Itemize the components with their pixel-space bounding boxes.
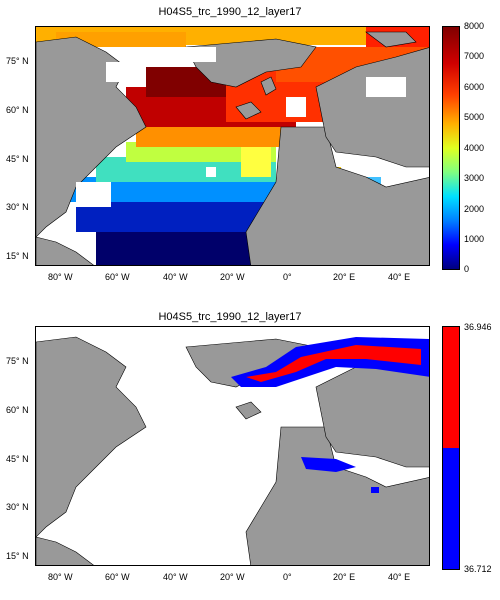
- panel1-colorbar-tick: 2000: [464, 204, 485, 214]
- panel2-lon-label: 40° W: [163, 572, 188, 582]
- panel2-lon-label: 80° W: [48, 572, 73, 582]
- panel2-lon-label: 40° E: [388, 572, 411, 582]
- panel1-lon-label: 40° W: [163, 272, 188, 282]
- panel2-title: H04S5_trc_1990_12_layer17: [158, 311, 302, 323]
- panel2-lon-label: 20° W: [220, 572, 245, 582]
- panel2-colorbar-tick: 36.946: [464, 322, 492, 332]
- panel1-lon-label: 20° E: [333, 272, 356, 282]
- panel1-lon-label: 40° E: [388, 272, 411, 282]
- panel1-colorbar-tick: 1000: [464, 234, 485, 244]
- panel2-lat-label: 45° N: [6, 454, 29, 464]
- salinity-field: [231, 337, 429, 493]
- panel1-colorbar-tick: 8000: [464, 21, 485, 31]
- panel1-title: H04S5_trc_1990_12_layer17: [158, 6, 302, 18]
- panel1-lat-label: 15° N: [6, 251, 29, 261]
- panel1-colorbar: [442, 26, 460, 270]
- panel2-lon-label: 0°: [283, 572, 292, 582]
- panel2-map: [35, 326, 430, 566]
- panel1-lon-label: 20° W: [220, 272, 245, 282]
- panel1-colorbar-tick: 4000: [464, 143, 485, 153]
- panel2-lat-label: 15° N: [6, 551, 29, 561]
- panel2-lon-label: 60° W: [105, 572, 130, 582]
- panel2-lon-label: 20° E: [333, 572, 356, 582]
- panel1-lat-label: 75° N: [6, 56, 29, 66]
- panel2-lat-label: 75° N: [6, 356, 29, 366]
- panel1-lon-label: 80° W: [48, 272, 73, 282]
- panel1-lat-label: 45° N: [6, 154, 29, 164]
- panel1-map: [35, 26, 430, 266]
- panel2-colorbar: [442, 326, 460, 570]
- panel1-colorbar-tick: 0: [464, 264, 470, 274]
- panel2-lat-label: 30° N: [6, 502, 29, 512]
- panel2-lat-label: 60° N: [6, 405, 29, 415]
- panel1-colorbar-tick: 3000: [464, 173, 485, 183]
- panel1-lon-label: 60° W: [105, 272, 130, 282]
- panel1-colorbar-tick: 5000: [464, 112, 485, 122]
- panel1-lat-label: 30° N: [6, 202, 29, 212]
- land-mass: [36, 336, 429, 565]
- panel1-colorbar-tick: 7000: [464, 51, 485, 61]
- panel2-colorbar-tick: 36.712: [464, 564, 492, 574]
- nodata-patches: [76, 47, 406, 207]
- panel1-colorbar-tick: 6000: [464, 82, 485, 92]
- panel1-lat-label: 60° N: [6, 105, 29, 115]
- panel1-lon-label: 0°: [283, 272, 292, 282]
